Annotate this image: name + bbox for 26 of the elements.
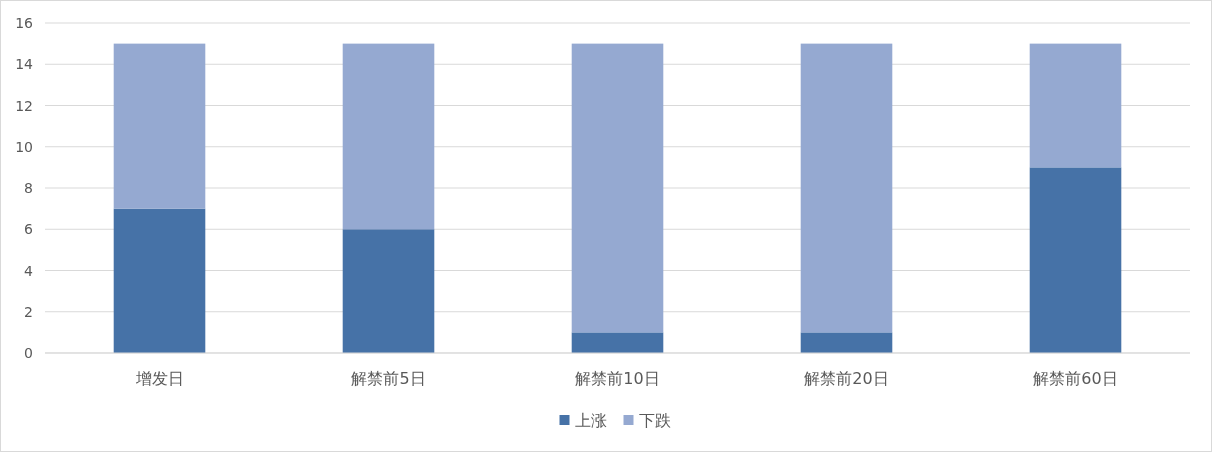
legend-label: 上涨 — [574, 411, 607, 430]
bar — [113, 208, 206, 353]
bar — [342, 43, 435, 230]
y-tick-label: 0 — [24, 345, 33, 361]
x-tick-label: 增发日 — [134, 369, 184, 388]
y-tick-label: 4 — [24, 262, 34, 279]
y-tick-label: 10 — [15, 138, 33, 155]
bar — [571, 332, 664, 353]
y-tick-label: 14 — [15, 56, 34, 73]
bar — [342, 229, 435, 353]
y-tick-label: 2 — [24, 303, 33, 320]
x-tick-label: 解禁前60日 — [1033, 369, 1118, 388]
y-tick-label: 6 — [24, 221, 34, 238]
y-tick-label: 16 — [15, 15, 34, 31]
y-tick-label: 8 — [24, 180, 33, 196]
legend-label: 下跌 — [638, 411, 671, 430]
bar — [571, 43, 664, 333]
bar — [113, 43, 206, 209]
x-tick-label: 解禁前5日 — [351, 369, 426, 388]
x-tick-label: 解禁前10日 — [575, 369, 660, 388]
y-tick-label: 12 — [15, 97, 33, 114]
bar — [1029, 43, 1122, 168]
bar — [800, 332, 893, 353]
bar — [1029, 167, 1122, 353]
bar — [800, 43, 893, 333]
x-tick-label: 解禁前20日 — [804, 369, 889, 388]
